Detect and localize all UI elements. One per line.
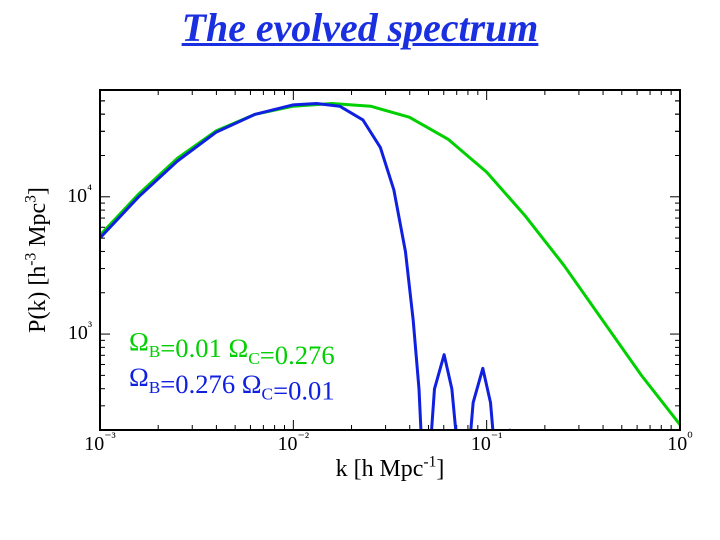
svg-text:10⁻¹: 10⁻¹ [471,431,503,455]
svg-text:10⁰: 10⁰ [667,431,693,455]
svg-text:10⁴: 10⁴ [67,183,92,207]
svg-text:10⁻³: 10⁻³ [84,431,116,455]
svg-text:10³: 10³ [68,320,92,344]
x-axis-label: k [h Mpc-1] [336,453,445,482]
page-title: The evolved spectrum [0,4,720,51]
y-axis-label: P(k) [h-3 Mpc3] [22,187,51,333]
spectrum-chart: 10⁻³ 10⁻² 10⁻¹ 10⁰ 10³ 10⁴ k [h Mpc-1] P(k) [h-… [20,80,700,490]
svg-text:10⁻²: 10⁻² [278,431,310,455]
